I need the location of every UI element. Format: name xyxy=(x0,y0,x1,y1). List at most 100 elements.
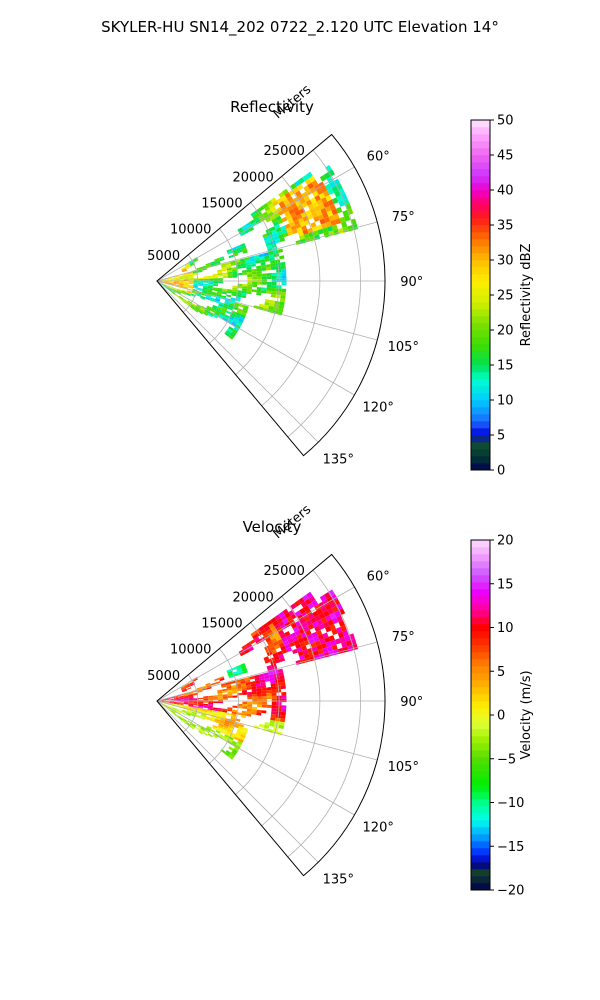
radar-cell xyxy=(178,278,184,280)
radar-cell xyxy=(164,698,169,700)
radar-cell xyxy=(163,704,168,707)
radar-cell xyxy=(261,276,267,280)
radar-cell xyxy=(279,301,285,306)
radar-cell xyxy=(329,204,336,211)
radar-cell xyxy=(199,728,205,732)
radar-cell xyxy=(208,277,214,279)
radar-cell xyxy=(280,265,286,270)
radar-cell xyxy=(274,623,281,630)
radar-cell xyxy=(207,286,213,289)
radar-cell xyxy=(279,675,285,680)
colorbar-swatch xyxy=(471,757,490,765)
radar-cell xyxy=(166,708,171,712)
radar-cell xyxy=(266,690,272,694)
radar-cell xyxy=(274,644,281,650)
radar-cell xyxy=(273,655,280,661)
radar-cell xyxy=(310,197,317,204)
radar-cell xyxy=(306,591,313,599)
radar-cell xyxy=(308,637,315,644)
radar-cell xyxy=(241,690,247,693)
radar-cell xyxy=(280,715,286,719)
radar-cell xyxy=(188,277,194,279)
radar-cell xyxy=(238,318,244,323)
radar-cell xyxy=(339,216,346,223)
radar-cell xyxy=(256,287,262,291)
radar-cell xyxy=(193,678,198,682)
radar-cell xyxy=(277,650,283,656)
radar-cell xyxy=(265,637,272,643)
colorbar-swatch xyxy=(471,281,490,289)
radar-cell xyxy=(205,296,211,299)
radar-cell xyxy=(173,696,179,698)
radar-cell xyxy=(319,638,326,645)
radar-cell xyxy=(278,620,285,627)
radar-cell xyxy=(312,621,319,628)
radar-cell xyxy=(242,701,248,705)
colorbar-swatch xyxy=(471,127,490,135)
radar-cell xyxy=(250,631,257,637)
radar-cell xyxy=(202,708,208,711)
radar-cell xyxy=(221,291,227,295)
colorbar-tick-label: −10 xyxy=(497,796,524,811)
azimuth-tick-label: 135° xyxy=(323,872,354,887)
radar-cell xyxy=(312,190,319,198)
radar-cell xyxy=(325,614,332,622)
radar-cell xyxy=(183,705,189,708)
radar-cell xyxy=(205,684,211,687)
radar-cell xyxy=(256,712,262,716)
radar-cell xyxy=(205,717,211,721)
radar-cell xyxy=(228,746,234,751)
radar-cell xyxy=(174,702,179,704)
radar-cell xyxy=(197,708,203,711)
radar-cell xyxy=(169,702,174,704)
radar-cell xyxy=(288,189,295,196)
radar-cell xyxy=(334,610,341,618)
radar-cell xyxy=(316,188,324,195)
colorbar-swatch xyxy=(471,631,490,639)
radar-cell xyxy=(173,704,179,707)
colorbar-swatch xyxy=(471,855,490,863)
radar-cell xyxy=(181,292,186,295)
radar-cell xyxy=(232,691,238,694)
radar-cell xyxy=(323,190,330,198)
radar-cell xyxy=(208,284,214,286)
radar-cell xyxy=(167,706,173,710)
radar-cell xyxy=(242,272,248,275)
radar-cell xyxy=(237,740,243,745)
radar-cell xyxy=(200,307,206,311)
radar-cell xyxy=(272,620,279,627)
radar-cell xyxy=(242,704,248,707)
radar-cell xyxy=(191,303,196,308)
radar-cell xyxy=(219,720,225,724)
azimuth-tick-label: 105° xyxy=(388,340,419,355)
radar-cell xyxy=(178,279,184,280)
radar-cell xyxy=(183,702,189,704)
radar-cell xyxy=(305,209,312,216)
radar-cell xyxy=(241,311,247,316)
radar-cell xyxy=(229,301,235,305)
colorbar-swatch xyxy=(471,225,490,233)
radar-cell xyxy=(185,263,190,267)
radar-cell xyxy=(203,705,209,707)
radar-cell xyxy=(212,724,218,729)
radar-cell xyxy=(230,262,236,266)
radar-cell xyxy=(213,278,219,280)
colorbar-swatch xyxy=(471,652,490,660)
radar-cell xyxy=(224,734,230,739)
radar-cell xyxy=(274,658,281,664)
radar-cell xyxy=(185,685,191,689)
radar-cell xyxy=(188,274,194,277)
colorbar-swatch xyxy=(471,162,490,170)
radar-cell xyxy=(197,270,203,273)
radar-cell xyxy=(299,641,306,648)
radar-cell xyxy=(281,216,288,223)
radar-cell xyxy=(219,313,225,318)
radar-cell xyxy=(240,734,246,739)
radar-cell xyxy=(282,618,289,625)
radar-cell xyxy=(215,309,221,314)
radar-cell xyxy=(273,235,280,241)
radar-cell xyxy=(181,269,187,272)
radar-cell xyxy=(198,277,204,280)
azimuth-tick-label: 120° xyxy=(363,400,394,415)
radar-cell xyxy=(304,178,312,186)
